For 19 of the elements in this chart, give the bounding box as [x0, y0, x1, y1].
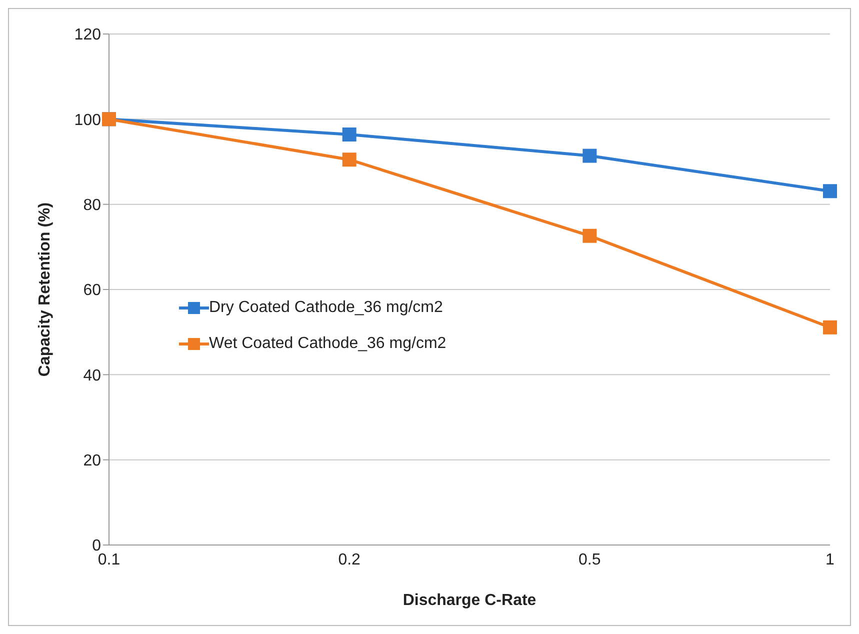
y-axis-title: Capacity Retention (%) — [36, 202, 54, 377]
point — [582, 148, 597, 163]
point — [342, 127, 356, 142]
y-tick-label: 120 — [74, 26, 102, 44]
point — [823, 320, 837, 334]
point — [342, 152, 356, 167]
y-tick-label: 60 — [83, 282, 102, 300]
point — [823, 184, 837, 198]
x-tick-label: 0.5 — [578, 551, 601, 568]
y-tick-label: 100 — [74, 112, 102, 129]
y-tick-label: 40 — [83, 367, 102, 384]
point — [582, 228, 597, 243]
y-tick-label: 20 — [83, 452, 102, 470]
x-tick-label: 1 — [826, 551, 835, 568]
legend-label: Dry Coated Cathode_36 mg/cm2 — [209, 299, 443, 317]
legend-label: Wet Coated Cathode_36 mg/cm2 — [209, 335, 446, 353]
x-axis-title: Discharge C-Rate — [402, 592, 536, 609]
y-tick-label: 80 — [83, 197, 102, 214]
x-tick-label: 0.2 — [338, 551, 361, 568]
